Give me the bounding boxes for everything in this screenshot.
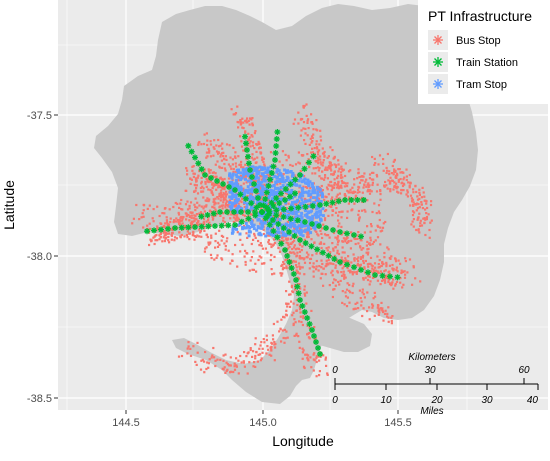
scale-bottom-tick: 30	[481, 395, 493, 406]
train-station-layer	[144, 129, 401, 357]
legend-key-tram-stop-icon	[433, 79, 443, 89]
legend-key-bus-stop-icon	[433, 35, 443, 45]
scale-bottom-tick: 40	[527, 395, 539, 406]
x-tick-label: 145.0	[249, 417, 277, 429]
scale-bottom-label: Miles	[420, 406, 443, 417]
scale-top-label: Kilometers	[408, 352, 455, 363]
x-axis-title: Longitude	[272, 433, 334, 449]
scale-top-tick: 30	[424, 365, 436, 376]
legend-label-train: Train Station	[456, 57, 518, 69]
legend-label-bus: Bus Stop	[456, 35, 501, 47]
scale-top-tick: 60	[518, 365, 530, 376]
scale-bottom-tick: 20	[430, 395, 443, 406]
legend-title: PT Infrastructure	[428, 8, 532, 24]
land-peninsula-east	[300, 316, 372, 352]
scale-bar: Kilometers 0 30 60 0 10 20 30 40 Miles	[332, 352, 539, 417]
legend: PT Infrastructure Bus Stop Train Station…	[418, 0, 550, 104]
legend-key-train-station-icon	[433, 57, 443, 67]
x-tick-label: 145.5	[384, 417, 412, 429]
scale-bottom-tick: 0	[332, 395, 338, 406]
y-tick-label: -38.5	[27, 393, 52, 405]
scale-bottom-tick: 10	[380, 395, 392, 406]
y-tick-label: -38.0	[27, 251, 52, 263]
y-tick-label: -37.5	[27, 110, 52, 122]
scale-top-tick: 0	[332, 365, 338, 376]
legend-label-tram: Tram Stop	[456, 79, 507, 91]
x-tick-label: 144.5	[112, 417, 140, 429]
axis-ticks	[54, 114, 399, 414]
y-axis-title: Latitude	[1, 180, 17, 230]
